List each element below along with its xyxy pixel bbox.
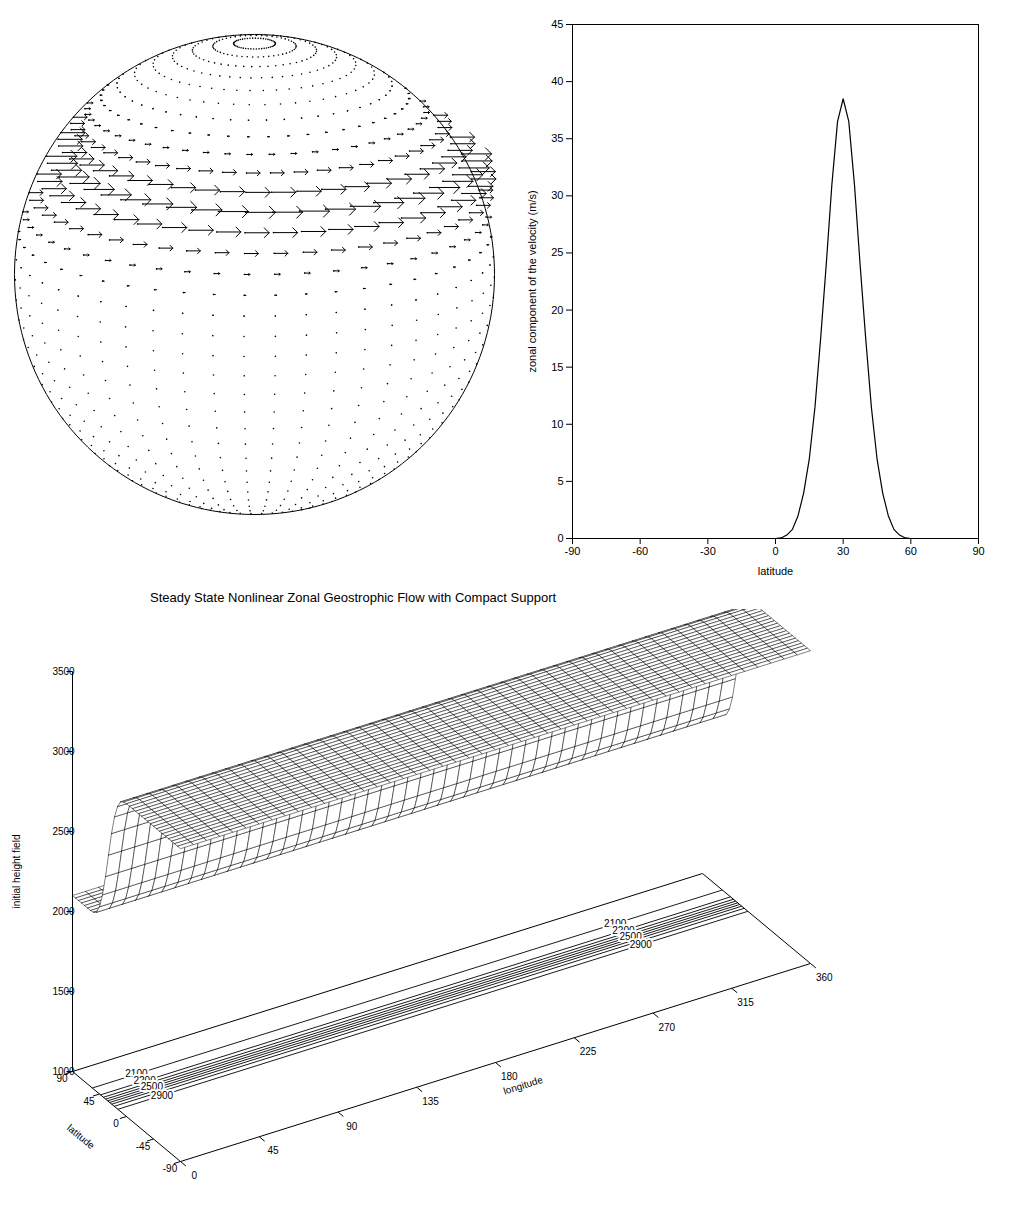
svg-text:135: 135 [422,1096,439,1107]
svg-text:315: 315 [737,997,754,1008]
svg-text:90: 90 [346,1121,358,1132]
svg-text:-30: -30 [700,545,716,557]
svg-text:-90: -90 [565,545,581,557]
svg-text:longitude: longitude [502,1074,544,1097]
svg-text:45: 45 [268,1145,280,1156]
svg-text:60: 60 [905,545,917,557]
svg-text:3500: 3500 [52,666,75,677]
svg-text:-60: -60 [632,545,648,557]
svg-text:360: 360 [816,972,833,983]
svg-text:90: 90 [972,545,984,557]
svg-text:30: 30 [837,545,849,557]
svg-text:0: 0 [113,1118,119,1129]
svg-text:90: 90 [56,1073,68,1084]
svg-text:1000: 1000 [52,1066,75,1077]
svg-text:10: 10 [551,418,563,430]
svg-text:30: 30 [551,189,563,201]
svg-text:2900: 2900 [151,1090,174,1101]
svg-text:2900: 2900 [630,939,653,950]
svg-text:0: 0 [192,1170,198,1181]
svg-text:15: 15 [551,361,563,373]
svg-text:latitude: latitude [65,1122,97,1151]
svg-text:1500: 1500 [52,986,75,997]
svg-text:180: 180 [501,1071,518,1082]
svg-text:45: 45 [551,18,563,30]
svg-text:2500: 2500 [52,826,75,837]
svg-text:0: 0 [557,532,563,544]
svg-text:0: 0 [772,545,778,557]
svg-text:2500: 2500 [619,930,642,942]
svg-text:zonal component of the velocit: zonal component of the velocity (m/s) [526,190,538,372]
svg-text:2100: 2100 [125,1068,148,1080]
html-text:Steady State Nonlinear Zonal G: Steady State Nonlinear Zonal Geostrophic… [150,590,557,605]
svg-text:25: 25 [551,246,563,258]
svg-text:270: 270 [658,1022,675,1033]
svg-text:225: 225 [580,1046,597,1057]
svg-text:3000: 3000 [52,746,75,757]
svg-text:45: 45 [83,1095,95,1106]
svg-text:initial height field: initial height field [11,835,22,909]
svg-text:40: 40 [551,75,563,87]
svg-text:-90: -90 [163,1163,178,1174]
svg-text:2100: 2100 [604,917,627,929]
svg-text:2500: 2500 [140,1081,163,1093]
svg-text:35: 35 [551,132,563,144]
svg-text:latitude: latitude [758,565,793,577]
svg-text:2000: 2000 [52,906,75,917]
svg-text:5: 5 [557,475,563,487]
svg-text:20: 20 [551,304,563,316]
svg-text:-45: -45 [136,1140,151,1151]
